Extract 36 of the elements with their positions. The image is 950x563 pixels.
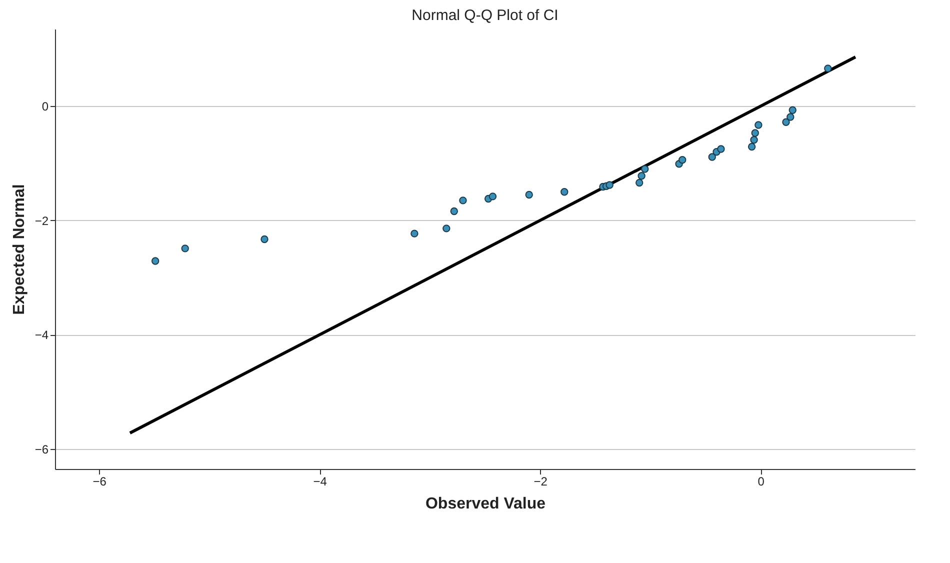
x-tick-label: −4 xyxy=(313,474,328,488)
point xyxy=(788,106,796,114)
x-tick-label: −6 xyxy=(92,474,107,488)
point xyxy=(450,207,458,216)
point xyxy=(636,178,644,187)
point xyxy=(678,156,686,164)
x-axis-title: Observed Value xyxy=(425,496,546,512)
point xyxy=(824,64,832,72)
point xyxy=(442,224,450,232)
y-tick-label: −6 xyxy=(34,442,49,456)
point xyxy=(260,235,268,244)
y-tick-label: −4 xyxy=(34,328,49,342)
point xyxy=(782,118,790,126)
x-tick-label: −2 xyxy=(534,474,548,488)
chart-title: Normal Q-Q Plot of CI xyxy=(412,7,558,24)
x-tick-label: 0 xyxy=(758,474,765,488)
point xyxy=(641,165,649,173)
point xyxy=(786,113,794,121)
point xyxy=(488,192,497,200)
point xyxy=(717,145,725,153)
point xyxy=(751,129,759,137)
point xyxy=(638,172,646,180)
point xyxy=(560,188,568,196)
y-tick-label: −2 xyxy=(34,214,49,228)
point xyxy=(459,196,467,204)
y-axis-title: Expected Normal xyxy=(10,184,28,315)
point xyxy=(181,244,189,252)
point xyxy=(754,121,762,129)
y-tick-label: 0 xyxy=(42,100,49,114)
point xyxy=(410,230,418,238)
point xyxy=(748,142,756,151)
point xyxy=(606,181,614,189)
point xyxy=(151,257,160,265)
point xyxy=(708,153,716,161)
point xyxy=(525,190,533,199)
point xyxy=(750,136,758,144)
